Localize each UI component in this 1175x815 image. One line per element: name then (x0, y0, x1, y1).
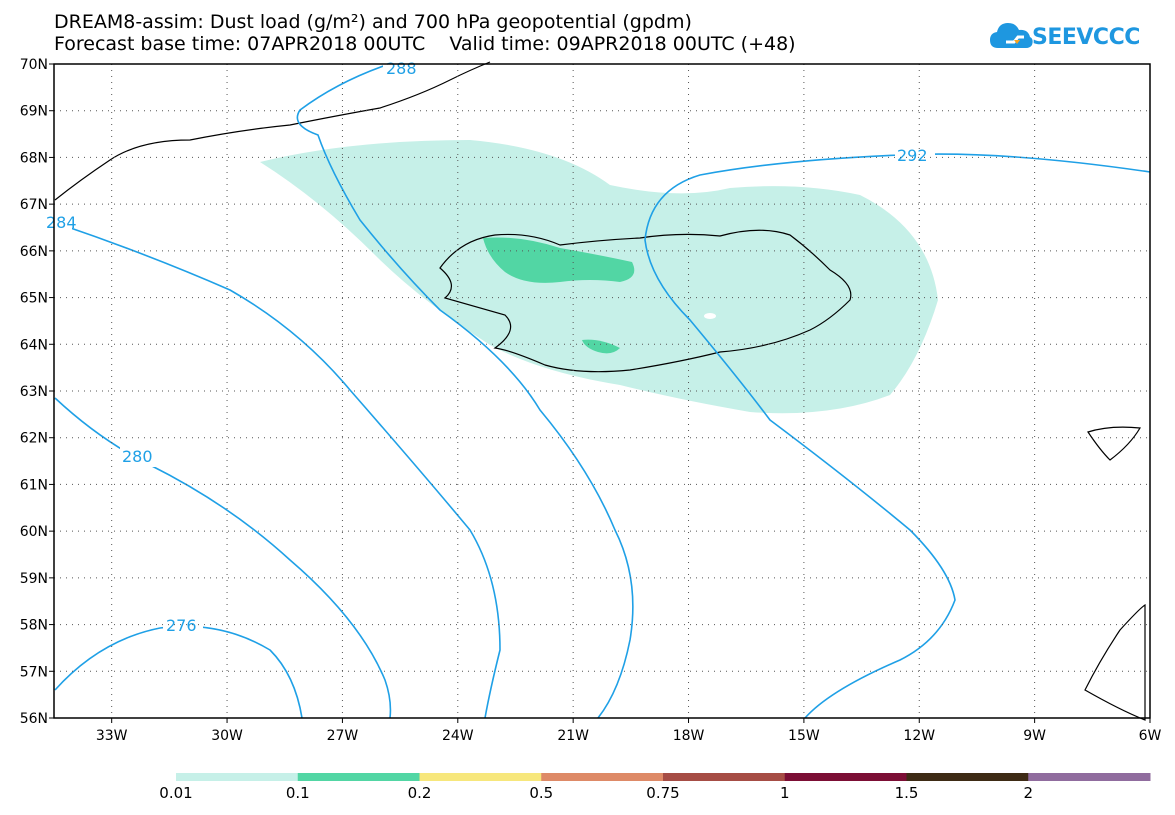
colorbar-segment (663, 773, 786, 781)
cloud-icon (990, 23, 1033, 48)
coastlines (54, 61, 1146, 721)
lon-label: 12W (903, 728, 935, 744)
lat-label: 56N (20, 711, 48, 727)
lat-label: 69N (20, 104, 48, 120)
lon-label: 30W (211, 728, 243, 744)
colorbar-segment (176, 773, 299, 781)
logo-text: SEEVCCC (1032, 25, 1140, 50)
lat-label: 65N (20, 291, 48, 307)
contour-label-288: 288 (386, 59, 417, 78)
seevccc-logo: SEEVCCC (990, 18, 1140, 58)
lat-label: 63N (20, 384, 48, 400)
colorbar-label: 0.2 (407, 784, 432, 802)
contour-label-280: 280 (122, 447, 153, 466)
contour-label-292: 292 (897, 146, 928, 165)
colorbar-label: 0.75 (646, 784, 680, 802)
lat-label: 70N (20, 57, 48, 73)
scotland-coastline (1084, 603, 1146, 721)
lat-label: 68N (20, 150, 48, 166)
lat-label: 64N (20, 337, 48, 353)
lat-label: 59N (20, 571, 48, 587)
contour-280 (54, 397, 392, 719)
dust-region-mid (483, 237, 635, 283)
colorbar-segment (1028, 773, 1151, 781)
lat-label: 66N (20, 244, 48, 260)
map-subtitle-times: Forecast base time: 07APR2018 00UTC Vali… (54, 33, 796, 55)
colorbar-label: 0.1 (285, 784, 310, 802)
lat-label: 58N (20, 618, 48, 634)
lat-label: 67N (20, 197, 48, 213)
axis-ticks (49, 63, 1151, 723)
contour-label-284: 284 (46, 213, 77, 232)
map-frame (53, 63, 1151, 719)
colorbar-label: 0.5 (529, 784, 554, 802)
lon-label: 18W (673, 728, 705, 744)
lon-label: 6W (1139, 728, 1162, 744)
geopotential-contours (54, 61, 1151, 719)
contour-292 (644, 153, 1151, 719)
lon-label: 27W (327, 728, 359, 744)
greenland-coastline (54, 61, 491, 201)
contour-276 (54, 625, 303, 719)
colorbar-label: 0.01 (159, 784, 193, 802)
iceland-coastline (439, 229, 852, 373)
contour-label-276: 276 (166, 616, 197, 635)
lat-label: 57N (20, 664, 48, 680)
lon-label: 24W (442, 728, 474, 744)
colorbar-segment (541, 773, 664, 781)
lon-label: 9W (1023, 728, 1046, 744)
lon-label: 21W (557, 728, 589, 744)
axis-labels: 70N 69N 68N 67N 66N 65N 64N 63N 62N 61N 60N 59N 58N 5… (20, 57, 1162, 744)
lat-label: 62N (20, 431, 48, 447)
colorbar-segment (906, 773, 1029, 781)
colorbar-label: 2 (1023, 784, 1034, 802)
map-title: DREAM8-assim: Dust load (g/m²) and 700 h… (54, 11, 692, 33)
contour-288 (296, 61, 634, 719)
colorbar-label: 1 (779, 784, 790, 802)
faroe-coastline (1087, 426, 1141, 461)
colorbar-label: 1.5 (894, 784, 919, 802)
lon-label: 33W (96, 728, 128, 744)
colorbar-segment (419, 773, 542, 781)
lat-label: 60N (20, 524, 48, 540)
contour-284 (61, 224, 501, 719)
lat-label: 61N (20, 477, 48, 493)
colorbar (176, 773, 1151, 781)
colorbar-segment (784, 773, 907, 781)
colorbar-segment (297, 773, 420, 781)
dust-region-mid-small (582, 339, 620, 354)
lon-label: 15W (788, 728, 820, 744)
grid-lines (54, 64, 1150, 718)
